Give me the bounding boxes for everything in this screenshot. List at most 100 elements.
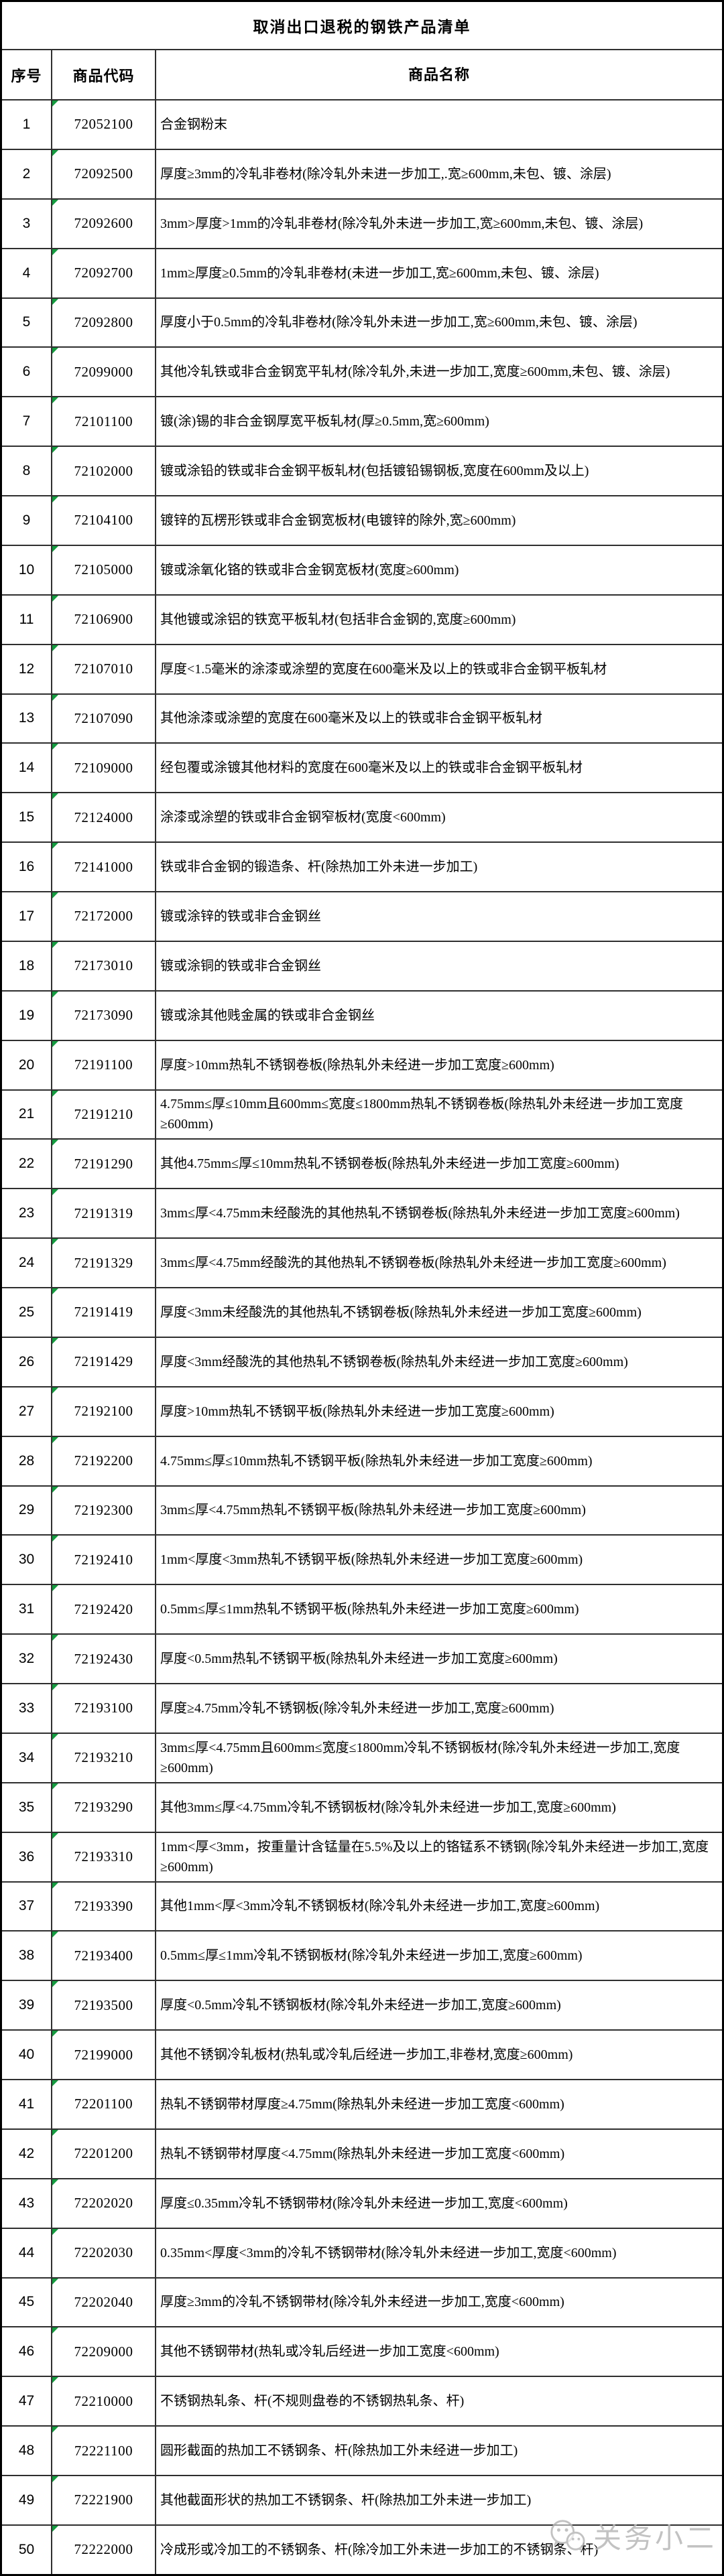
row-product-name: 热轧不锈钢带材厚度≥4.75mm(除热轧外未经进一步加工宽度<600mm) bbox=[160, 2096, 564, 2112]
row-serial-number: 47 bbox=[2, 2377, 52, 2426]
row-serial-number: 16 bbox=[2, 843, 52, 891]
table-row: 24 72191329 3mm≤厚<4.75mm经酸洗的其他热轧不锈钢卷板(除热… bbox=[2, 1237, 722, 1287]
row-product-name: 镀或涂铅的铁或非合金钢平板轧材(包括镀铅锡钢板,宽度在600mm及以上) bbox=[160, 464, 589, 479]
table-row: 31 72192420 0.5mm≤厚≤1mm热轧不锈钢平板(除热轧外未经进一步… bbox=[2, 1584, 722, 1634]
product-code-text: 72209000 bbox=[74, 2343, 133, 2360]
green-corner-marker-icon bbox=[52, 2228, 58, 2235]
row-product-code: 72173090 bbox=[52, 991, 156, 1040]
table-row: 26 72191429 厚度<3mm经酸洗的其他热轧不锈钢卷板(除热轧外未经进一… bbox=[2, 1336, 722, 1386]
row-product-name: 镀锌的瓦楞形铁或非合金钢宽板材(电镀锌的除外,宽≥600mm) bbox=[160, 513, 516, 528]
green-corner-marker-icon bbox=[52, 149, 58, 156]
row-product-name: 热轧不锈钢带材厚度<4.75mm(除热轧外未经进一步加工宽度<600mm) bbox=[160, 2146, 565, 2161]
row-product-code: 72209000 bbox=[52, 2327, 156, 2376]
table-header-row: 序号 商品代码 商品名称 bbox=[2, 49, 722, 99]
green-corner-marker-icon bbox=[52, 744, 58, 750]
row-product-code: 72191210 bbox=[52, 1090, 156, 1139]
row-product-code: 72191100 bbox=[52, 1040, 156, 1089]
row-product-code: 72092500 bbox=[52, 149, 156, 198]
table-row: 19 72173090 镀或涂其他贱金属的铁或非合金钢丝 bbox=[2, 990, 722, 1040]
table-row: 25 72191419 厚度<3mm未经酸洗的其他热轧不锈钢卷板(除热轧外未经进… bbox=[2, 1287, 722, 1337]
green-corner-marker-icon bbox=[52, 447, 58, 454]
table-row: 3 72092600 3mm>厚度>1mm的冷轧非卷材(除冷轧外未进一步加工,宽… bbox=[2, 198, 722, 248]
row-product-code: 72107090 bbox=[52, 694, 156, 743]
row-serial-number: 38 bbox=[2, 1931, 52, 1980]
row-product-name: 厚度>10mm热轧不锈钢卷板(除热轧外未经进一步加工宽度≥600mm) bbox=[160, 1057, 554, 1073]
row-product-code: 72107010 bbox=[52, 645, 156, 693]
row-serial-number: 37 bbox=[2, 1882, 52, 1931]
row-product-name: 铁或非合金钢的锻造条、杆(除热加工外未进一步加工) bbox=[160, 860, 478, 875]
product-code-text: 72192300 bbox=[74, 1501, 133, 1518]
green-corner-marker-icon bbox=[52, 2427, 58, 2433]
product-code-text: 72191329 bbox=[74, 1254, 133, 1271]
table-row: 11 72106900 其他镀或涂铝的铁宽平板轧材(包括非合金钢的,宽度≥600… bbox=[2, 594, 722, 644]
row-product-name: 0.5mm≤厚≤1mm热轧不锈钢平板(除热轧外未经进一步加工宽度≥600mm) bbox=[160, 1602, 579, 1617]
table-row: 49 72221900 其他截面形状的热加工不锈钢条、杆(除热加工外未进一步加工… bbox=[2, 2475, 722, 2524]
green-corner-marker-icon bbox=[52, 1585, 58, 1592]
green-corner-marker-icon bbox=[52, 1387, 58, 1394]
product-code-text: 72193390 bbox=[74, 1897, 133, 1914]
row-product-code: 72192200 bbox=[52, 1436, 156, 1485]
row-product-code: 72192420 bbox=[52, 1585, 156, 1634]
row-serial-number: 35 bbox=[2, 1783, 52, 1832]
row-serial-number: 11 bbox=[2, 595, 52, 644]
row-product-name: 厚度≥4.75mm冷轧不锈钢板(除冷轧外未经进一步加工,宽度≥600mm) bbox=[160, 1700, 554, 1716]
product-code-text: 72109000 bbox=[74, 759, 133, 776]
row-serial-number: 28 bbox=[2, 1436, 52, 1485]
row-product-name: 镀或涂铜的铁或非合金钢丝 bbox=[160, 958, 321, 973]
table-row: 4 72092700 1mm≥厚度≥0.5mm的冷轧非卷材(未进一步加工,宽≥6… bbox=[2, 247, 722, 297]
row-product-name: 1mm<厚度<3mm热轧不锈钢平板(除热轧外未经进一步加工宽度≥600mm) bbox=[160, 1552, 583, 1568]
table-row: 2 72092500 厚度≥3mm的冷轧非卷材(除冷轧外未进一步加工,.宽≥60… bbox=[2, 148, 722, 198]
row-product-code: 72192100 bbox=[52, 1387, 156, 1436]
row-serial-number: 1 bbox=[2, 100, 52, 149]
row-product-name: 厚度<0.5mm热轧不锈钢平板(除热轧外未经进一步加工宽度≥600mm) bbox=[160, 1651, 558, 1667]
green-corner-marker-icon bbox=[52, 1536, 58, 1542]
row-product-name: 厚度<3mm未经酸洗的其他热轧不锈钢卷板(除热轧外未经进一步加工宽度≥600mm… bbox=[160, 1304, 642, 1320]
row-product-code: 72193310 bbox=[52, 1832, 156, 1881]
green-corner-marker-icon bbox=[52, 991, 58, 998]
green-corner-marker-icon bbox=[52, 2476, 58, 2482]
row-product-name: 厚度≤0.35mm冷轧不锈钢带材(除冷轧外未经进一步加工,宽度<600mm) bbox=[160, 2195, 568, 2211]
row-product-name: 4.75mm≤厚≤10mm热轧不锈钢平板(除热轧外未经进一步加工宽度≥600mm… bbox=[160, 1453, 593, 1469]
table-row: 5 72092800 厚度小于0.5mm的冷轧非卷材(除冷轧外未进一步加工,宽≥… bbox=[2, 297, 722, 347]
row-serial-number: 36 bbox=[2, 1832, 52, 1881]
table-row: 20 72191100 厚度>10mm热轧不锈钢卷板(除热轧外未经进一步加工宽度… bbox=[2, 1039, 722, 1089]
row-serial-number: 40 bbox=[2, 2031, 52, 2079]
row-serial-number: 24 bbox=[2, 1239, 52, 1287]
column-header-name: 商品名称 bbox=[408, 66, 470, 83]
product-code-text: 72099000 bbox=[74, 363, 133, 380]
row-product-name: 3mm≤厚<4.75mm经酸洗的其他热轧不锈钢卷板(除热轧外未经进一步加工宽度≥… bbox=[160, 1256, 666, 1271]
row-serial-number: 14 bbox=[2, 744, 52, 793]
product-code-text: 72202040 bbox=[74, 2293, 133, 2310]
row-product-name: 厚度≥3mm的冷轧不锈钢带材(除冷轧外未经进一步加工,宽度<600mm) bbox=[160, 2295, 564, 2310]
table-title-row: 取消出口退税的钢铁产品清单 bbox=[2, 2, 722, 49]
product-code-text: 72193500 bbox=[74, 1996, 133, 2013]
row-serial-number: 23 bbox=[2, 1189, 52, 1238]
row-product-name: 涂漆或涂塑的铁或非合金钢窄板材(宽度<600mm) bbox=[160, 810, 446, 825]
table-row: 17 72172000 镀或涂锌的铁或非合金钢丝 bbox=[2, 891, 722, 941]
row-serial-number: 7 bbox=[2, 397, 52, 446]
row-product-name: 厚度<3mm经酸洗的其他热轧不锈钢卷板(除热轧外未经进一步加工宽度≥600mm) bbox=[160, 1354, 628, 1369]
row-product-name: 厚度<1.5毫米的涂漆或涂塑的宽度在600毫米及以上的铁或非合金钢平板轧材 bbox=[160, 661, 607, 677]
row-product-code: 72105000 bbox=[52, 545, 156, 594]
green-corner-marker-icon bbox=[52, 1090, 58, 1097]
row-product-name: 其他不锈钢带材(热轧或冷轧后经进一步加工宽度<600mm) bbox=[160, 2344, 499, 2360]
green-corner-marker-icon bbox=[52, 496, 58, 502]
row-product-name: 0.35mm<厚度<3mm的冷轧不锈钢带材(除冷轧外未经进一步加工,宽度<600… bbox=[160, 2245, 617, 2260]
row-product-name: 其他截面形状的热加工不锈钢条、杆(除热加工外未进一步加工) bbox=[160, 2492, 532, 2508]
table-row: 41 72201100 热轧不锈钢带材厚度≥4.75mm(除热轧外未经进一步加工… bbox=[2, 2079, 722, 2128]
green-corner-marker-icon bbox=[52, 1239, 58, 1245]
product-code-text: 72172000 bbox=[74, 908, 133, 925]
product-code-text: 72141000 bbox=[74, 858, 133, 875]
green-corner-marker-icon bbox=[52, 545, 58, 552]
row-serial-number: 17 bbox=[2, 892, 52, 941]
product-code-text: 72192430 bbox=[74, 1650, 133, 1667]
green-corner-marker-icon bbox=[52, 397, 58, 404]
row-serial-number: 3 bbox=[2, 199, 52, 248]
table-row: 40 72199000 其他不锈钢冷轧板材(热轧或冷轧后经进一步加工,非卷材,宽… bbox=[2, 2029, 722, 2079]
green-corner-marker-icon bbox=[52, 1140, 58, 1146]
table-row: 36 72193310 1mm<厚<3mm，按重量计含锰量在5.5%及以上的铬锰… bbox=[2, 1831, 722, 1881]
table-row: 15 72124000 涂漆或涂塑的铁或非合金钢窄板材(宽度<600mm) bbox=[2, 792, 722, 842]
row-serial-number: 25 bbox=[2, 1288, 52, 1337]
table-row: 10 72105000 镀或涂氧化铬的铁或非合金钢宽板材(宽度≥600mm) bbox=[2, 544, 722, 594]
